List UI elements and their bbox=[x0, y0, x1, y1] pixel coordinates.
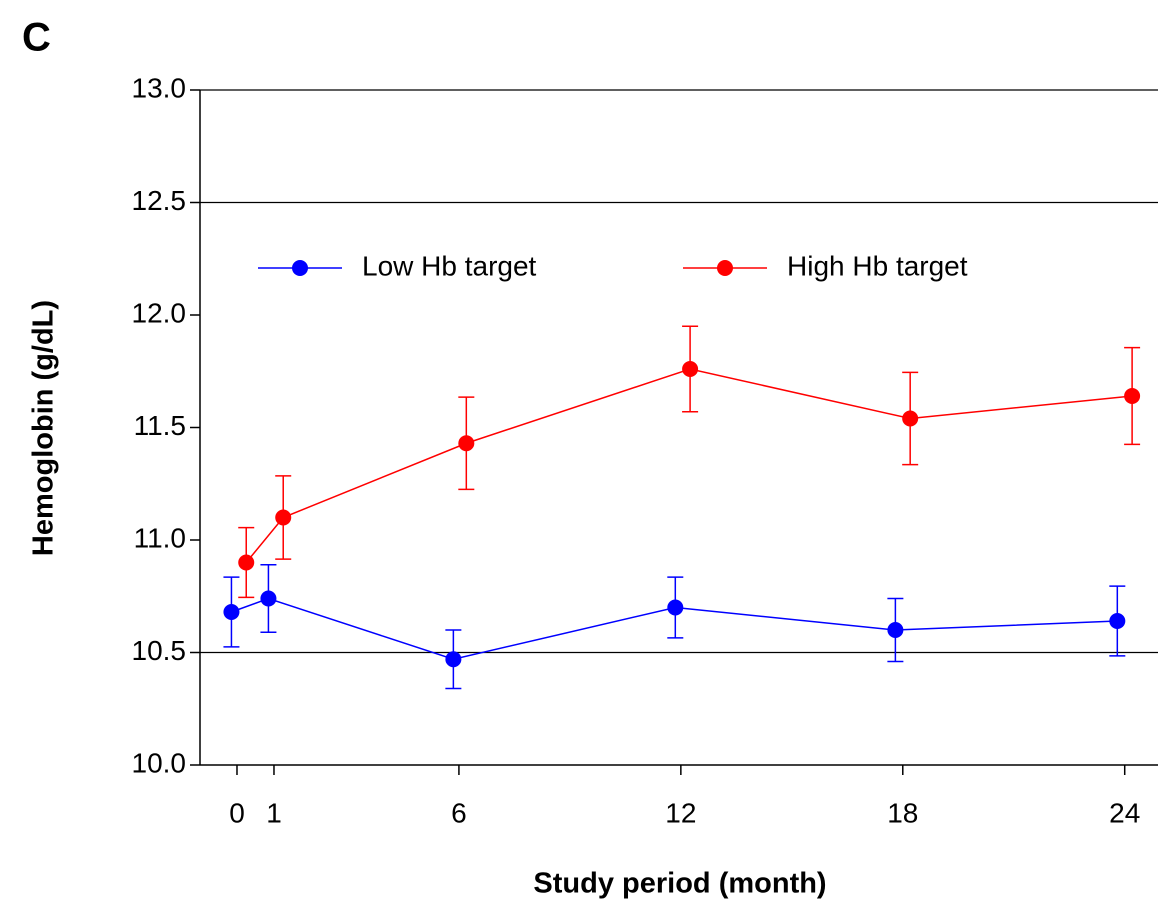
point bbox=[667, 599, 684, 616]
x-axis-title: Study period (month) bbox=[533, 868, 826, 900]
x-tick-label: 24 bbox=[1109, 797, 1140, 828]
y-tick-label: 12.5 bbox=[132, 185, 187, 216]
y-tick-label: 11.0 bbox=[134, 522, 186, 553]
y-tick-label: 10.0 bbox=[132, 747, 187, 778]
point bbox=[682, 361, 699, 377]
legend-marker bbox=[292, 260, 308, 276]
y-tick-label: 10.5 bbox=[132, 635, 187, 666]
point bbox=[902, 410, 919, 427]
point bbox=[1124, 388, 1141, 404]
x-tick-label: 6 bbox=[451, 797, 467, 828]
y-axis-title: Hemoglobin (g/dL) bbox=[28, 300, 60, 556]
point bbox=[1109, 613, 1126, 629]
point bbox=[887, 622, 904, 638]
y-tick-label: 13.0 bbox=[132, 72, 187, 103]
x-tick-label: 18 bbox=[887, 797, 918, 828]
y-tick-label: 11.5 bbox=[134, 410, 186, 441]
legend-label: Low Hb target bbox=[362, 250, 537, 281]
legend-label: High Hb target bbox=[787, 250, 968, 281]
x-tick-label: 12 bbox=[665, 797, 696, 828]
x-tick-label: 0 bbox=[229, 797, 245, 828]
point bbox=[445, 651, 462, 668]
point bbox=[458, 435, 475, 452]
y-tick-label: 12.0 bbox=[132, 297, 187, 328]
point bbox=[238, 554, 255, 571]
series-line bbox=[245, 368, 1133, 563]
point bbox=[260, 590, 277, 607]
legend-marker bbox=[717, 260, 733, 276]
x-tick-label: 1 bbox=[266, 797, 282, 828]
point bbox=[275, 509, 292, 526]
panel-label: C bbox=[22, 16, 51, 60]
point bbox=[223, 604, 240, 620]
